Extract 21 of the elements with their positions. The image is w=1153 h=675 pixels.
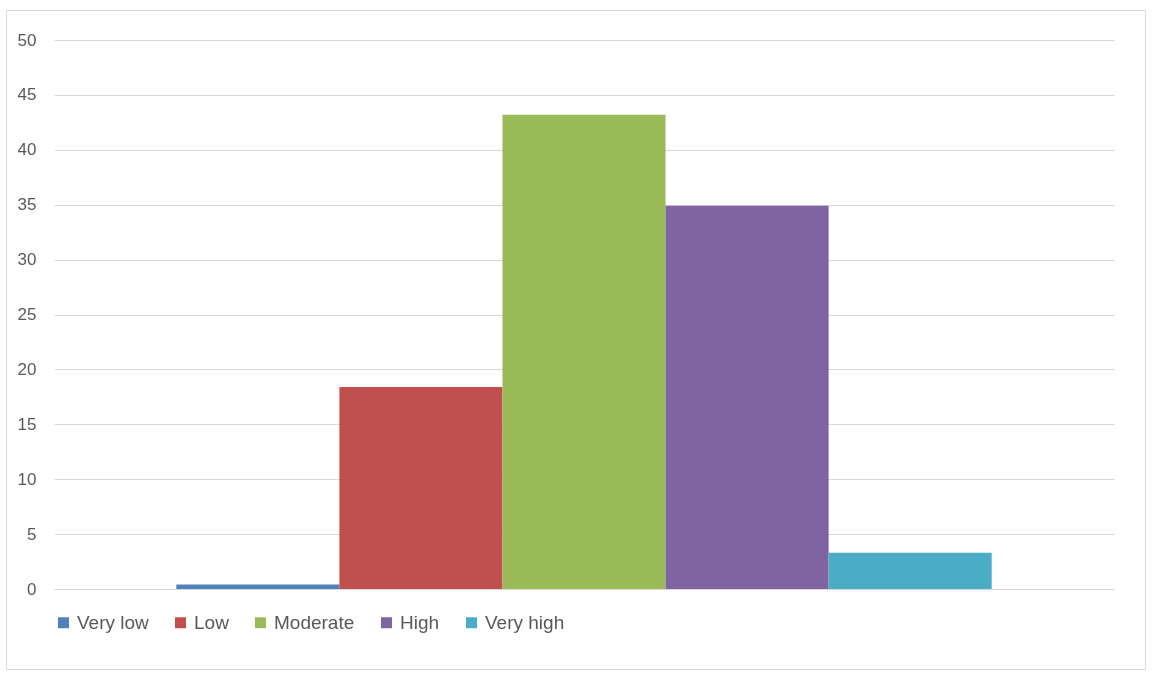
bar xyxy=(828,552,992,589)
y-tick-label: 10 xyxy=(17,469,37,489)
legend-label: Low xyxy=(194,611,230,633)
y-tick-label: 5 xyxy=(27,524,37,544)
y-tick-label: 45 xyxy=(17,85,37,105)
legend-label: Very high xyxy=(485,611,565,633)
y-tick-label: 35 xyxy=(17,195,37,215)
bar xyxy=(665,205,829,589)
y-tick-label: 25 xyxy=(17,305,37,324)
y-tick-label: 15 xyxy=(17,414,37,434)
bar xyxy=(176,584,340,589)
y-tick-label: 50 xyxy=(17,30,37,50)
y-tick-label: 30 xyxy=(17,250,37,270)
y-tick-label: 0 xyxy=(27,579,37,599)
legend-label: Moderate xyxy=(274,611,355,633)
bar xyxy=(339,386,503,589)
bar xyxy=(502,114,666,589)
y-tick-label: 20 xyxy=(17,359,37,379)
y-tick-label: 40 xyxy=(17,140,37,160)
legend-label: Very low xyxy=(77,611,150,633)
legend-label: High xyxy=(400,611,440,633)
